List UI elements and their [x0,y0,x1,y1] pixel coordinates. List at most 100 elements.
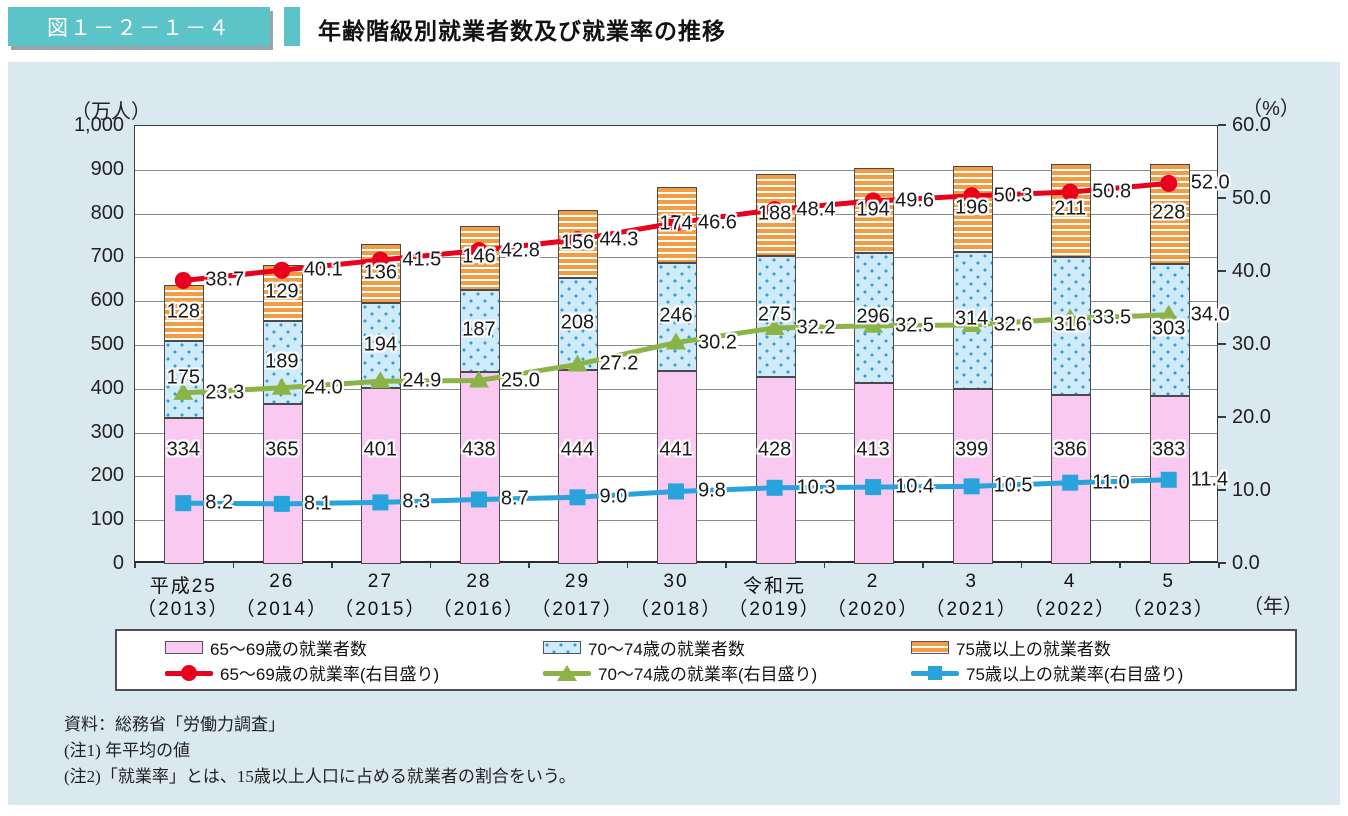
rate-value-label: 24.9 [402,369,442,392]
title-accent-bar [284,7,300,46]
bar-value-label: 334 [166,438,200,461]
bar-pink-swatch [165,641,203,654]
x-category-year-label: （2019） [728,599,821,620]
x-category-era-label: 3 [965,571,978,592]
note-1: (注1) 年平均の値 [64,741,191,760]
figure-number-badge: 図１－２－１－４ [8,7,270,46]
right-axis-tick [1218,416,1226,418]
legend-item: 70～74歳の就業率(右目盛り) [543,660,911,685]
right-axis-tick-label: 0.0 [1232,552,1260,574]
x-axis-tick [626,563,629,568]
y-axis-tick-label: 400 [90,376,124,399]
bar-segment [262,404,303,564]
bar-value-label: 187 [462,318,496,341]
bar-value-label: 129 [265,280,299,303]
bar-value-label: 188 [757,202,792,225]
y-axis-tick-label: 200 [90,464,124,487]
y-axis-tick-label: 100 [90,508,124,531]
rate-value-label: 11.0 [1092,471,1130,494]
rate-value-label: 11.4 [1190,468,1229,491]
right-axis-tick-label: 60.0 [1232,114,1271,136]
rate-value-label: 34.0 [1190,303,1230,326]
x-category-era-label: 29 [564,571,591,592]
x-axis-tick [232,563,235,568]
bar-value-label: 383 [1152,438,1186,461]
rate-value-label: 48.4 [796,198,836,221]
x-category-era-label: 28 [466,571,492,592]
x-axis-tick [331,563,333,568]
bar-value-label: 316 [1053,313,1087,336]
bar-value-label: 246 [659,304,693,327]
square-marker-icon [928,665,942,680]
rate-value-label: 32.6 [993,313,1033,336]
legend-item: 65～69歳の就業者数 [165,635,543,660]
bar-value-label: 174 [659,212,693,235]
rate-value-label: 49.6 [895,189,935,212]
rate-value-label: 24.0 [303,376,343,399]
right-axis-tick [1218,343,1226,345]
bar-value-label: 211 [1054,197,1087,220]
y-axis-tick-label: 800 [90,201,124,224]
right-axis-tick-label: 20.0 [1232,406,1271,428]
right-axis-tick [1218,489,1226,491]
x-axis-tick [429,563,432,568]
x-category-year-label: （2013） [137,599,230,620]
bar-value-label: 314 [954,307,989,330]
right-axis-tick-label: 10.0 [1232,479,1271,501]
rate-value-label: 50.8 [1092,180,1132,203]
bar-value-label: 175 [166,366,200,389]
right-axis-tick-label: 50.0 [1232,187,1271,209]
bar-value-label: 189 [265,350,299,373]
line-square-swatch [911,664,959,682]
rate-value-label: 32.5 [895,314,935,337]
rate-value-label: 44.3 [599,228,639,251]
x-axis-tick [134,563,136,568]
rate-value-label: 8.2 [205,491,234,514]
bar-value-label: 136 [363,261,398,284]
rate-value-label: 8.7 [500,487,529,510]
plot-area [134,125,1218,564]
y-axis-tick-label: 300 [90,420,124,443]
x-category-year-label: （2022） [1024,599,1117,620]
x-category-era-label: 平成25 [149,576,217,597]
legend-item: 70～74歳の就業者数 [543,635,911,660]
x-axis-tick [1218,563,1220,568]
bar-segment [854,383,895,564]
x-category-year-label: （2014） [235,599,328,620]
legend-label: 70～74歳の就業者数 [588,640,745,659]
x-axis-unit: （年） [1243,596,1303,618]
x-axis-tick [1119,563,1121,568]
line-triangle-swatch [543,664,591,682]
right-axis-tick-label: 30.0 [1232,333,1271,355]
x-axis-tick [528,563,530,568]
bar-segment [1149,396,1190,564]
legend-label: 65～69歳の就業者数 [210,640,367,659]
right-axis-tick [1218,197,1226,199]
rate-value-label: 10.3 [796,476,836,499]
rate-value-label: 8.1 [303,492,332,515]
chart-panel: （万人） （%） （年） 65～69歳の就業者数 70～74歳の就業者数 75歳以上… [8,62,1340,805]
y-axis-tick-label: 600 [90,289,124,312]
bar-dots-swatch [543,641,581,654]
right-axis-tick [1218,270,1226,272]
bar-value-label: 399 [954,438,989,461]
x-category-era-label: 2 [866,571,880,592]
circle-marker-icon [181,664,197,681]
legend-item: 65～69歳の就業率(右目盛り) [165,660,543,685]
bar-segment [755,376,796,564]
y-axis-tick-label: 1,000 [73,114,124,136]
x-category-era-label: 令和元 [743,576,807,597]
y-axis-tick-label: 500 [90,333,124,355]
x-category-era-label: 26 [269,571,295,592]
x-category-era-label: 4 [1063,571,1077,592]
bar-value-label: 441 [659,438,693,461]
triangle-marker-icon [557,664,577,681]
x-category-year-label: （2018） [629,599,723,620]
legend-item: 75歳以上の就業率(右目盛り) [911,660,1295,685]
bar-value-label: 413 [856,438,890,461]
x-category-year-label: （2021） [925,599,1018,620]
right-axis-tick [1218,124,1226,126]
rate-value-label: 30.2 [698,331,737,354]
x-axis-tick [725,563,727,568]
x-category-year-label: （2015） [334,599,427,620]
